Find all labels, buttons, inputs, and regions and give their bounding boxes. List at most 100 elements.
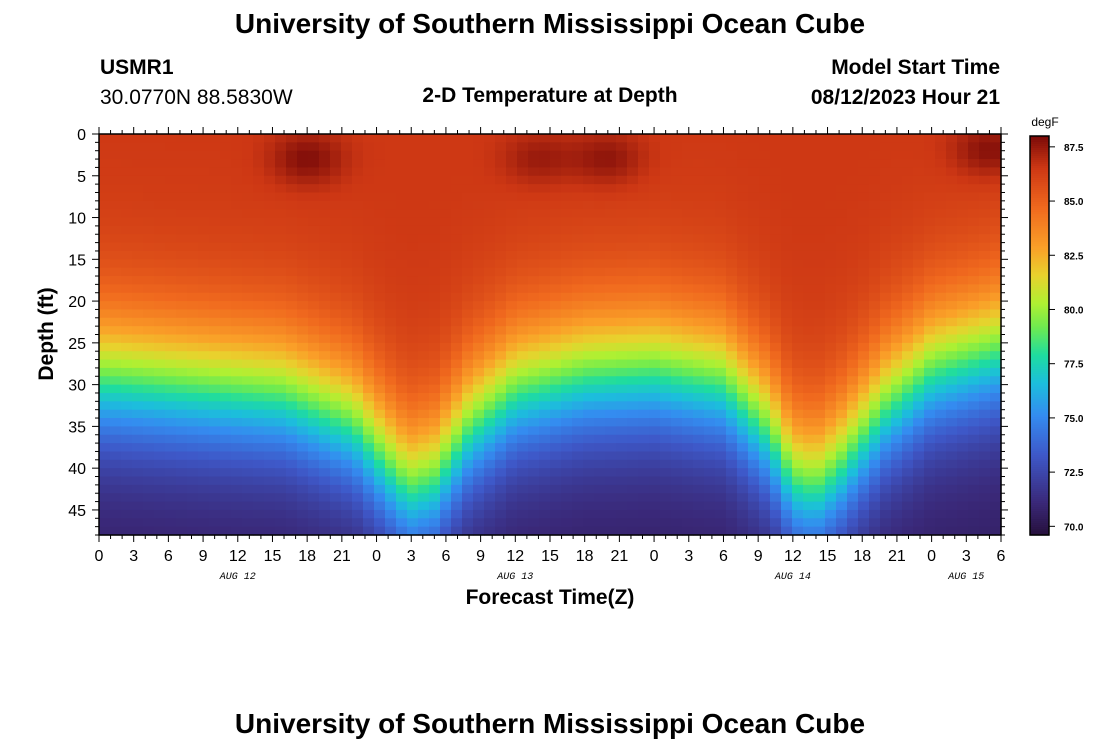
heatmap-cell	[858, 384, 870, 394]
heatmap-cell	[660, 493, 672, 503]
heatmap-cell	[154, 217, 166, 227]
heatmap-cell	[473, 351, 485, 361]
heatmap-cell	[715, 376, 727, 386]
heatmap-cell	[979, 418, 991, 427]
heatmap-cell	[363, 200, 375, 210]
heatmap-cell	[957, 367, 969, 377]
heatmap-cell	[869, 142, 881, 152]
heatmap-cell	[858, 468, 870, 478]
heatmap-cell	[297, 276, 309, 285]
heatmap-cell	[473, 134, 485, 143]
heatmap-cell	[594, 509, 606, 519]
heatmap-cell	[649, 175, 661, 185]
heatmap-cell	[737, 434, 749, 444]
heatmap-cell	[264, 326, 276, 336]
heatmap-cell	[638, 167, 650, 177]
heatmap-cell	[902, 376, 914, 386]
heatmap-cell	[704, 309, 716, 319]
heatmap-cell	[616, 150, 628, 160]
heatmap-cell	[748, 418, 760, 427]
heatmap-cell	[418, 184, 430, 194]
heatmap-cell	[187, 518, 199, 528]
heatmap-cell	[616, 292, 628, 302]
heatmap-cell	[275, 493, 287, 503]
heatmap-cell	[352, 284, 364, 294]
heatmap-cell	[352, 434, 364, 444]
x-tick-label: 21	[333, 548, 351, 565]
heatmap-cell	[561, 209, 573, 219]
heatmap-cell	[979, 443, 991, 453]
heatmap-cell	[374, 342, 386, 352]
colorbar-segment	[1030, 177, 1049, 181]
heatmap-cell	[319, 526, 331, 536]
heatmap-cell	[836, 326, 848, 336]
heatmap-cell	[165, 351, 177, 361]
heatmap-cell	[264, 317, 276, 327]
heatmap-cell	[770, 150, 782, 160]
heatmap-cell	[352, 418, 364, 427]
heatmap-cell	[671, 484, 683, 494]
heatmap-cell	[572, 267, 584, 277]
heatmap-cell	[550, 276, 562, 285]
heatmap-cell	[220, 342, 232, 352]
colorbar-segment	[1030, 393, 1049, 396]
heatmap-cell	[539, 242, 551, 252]
heatmap-cell	[594, 326, 606, 336]
heatmap-cell	[847, 301, 859, 311]
heatmap-cell	[264, 150, 276, 160]
heatmap-cell	[528, 276, 540, 285]
heatmap-cell	[968, 509, 980, 519]
heatmap-cell	[748, 276, 760, 285]
heatmap-cell	[484, 501, 496, 511]
heatmap-cell	[330, 234, 342, 244]
heatmap-cell	[319, 301, 331, 311]
colorbar-segment	[1030, 383, 1049, 386]
heatmap-cell	[165, 426, 177, 436]
heatmap-cell	[495, 367, 507, 377]
colorbar-segment	[1030, 265, 1049, 269]
colorbar-segment	[1030, 195, 1049, 199]
heatmap-cell	[858, 334, 870, 344]
heatmap-cell	[209, 225, 221, 235]
heatmap-cell	[660, 468, 672, 478]
heatmap-cell	[517, 184, 529, 194]
heatmap-cell	[297, 159, 309, 169]
heatmap-cell	[616, 484, 628, 494]
heatmap-cell	[242, 175, 254, 185]
heatmap-cell	[814, 234, 826, 244]
heatmap-cell	[286, 259, 298, 269]
heatmap-cell	[759, 426, 771, 436]
heatmap-cell	[781, 401, 793, 411]
colorbar-segment	[1030, 157, 1049, 161]
heatmap-cell	[979, 384, 991, 394]
heatmap-cell	[429, 175, 441, 185]
heatmap-cell	[198, 292, 210, 302]
heatmap-cell	[220, 200, 232, 210]
heatmap-cell	[836, 342, 848, 352]
heatmap-cell	[209, 367, 221, 377]
colorbar-segment	[1030, 395, 1049, 398]
heatmap-cell	[462, 434, 474, 444]
heatmap-cell	[517, 367, 529, 377]
heatmap-cell	[308, 150, 320, 160]
heatmap-cell	[748, 434, 760, 444]
heatmap-cell	[385, 392, 397, 402]
heatmap-cell	[176, 167, 188, 177]
x-tick-label: 21	[610, 548, 628, 565]
heatmap-cell	[176, 267, 188, 277]
heatmap-cell	[605, 317, 617, 327]
heatmap-cell	[154, 526, 166, 536]
heatmap-cell	[550, 242, 562, 252]
heatmap-cell	[264, 476, 276, 486]
heatmap-cell	[748, 134, 760, 143]
heatmap-cell	[726, 351, 738, 361]
heatmap-cell	[583, 209, 595, 219]
heatmap-cell	[506, 209, 518, 219]
heatmap-cell	[308, 217, 320, 227]
heatmap-cell	[231, 501, 243, 511]
heatmap-cell	[935, 434, 947, 444]
heatmap-cell	[726, 225, 738, 235]
heatmap-cell	[671, 301, 683, 311]
heatmap-cell	[451, 225, 463, 235]
heatmap-cell	[803, 334, 815, 344]
